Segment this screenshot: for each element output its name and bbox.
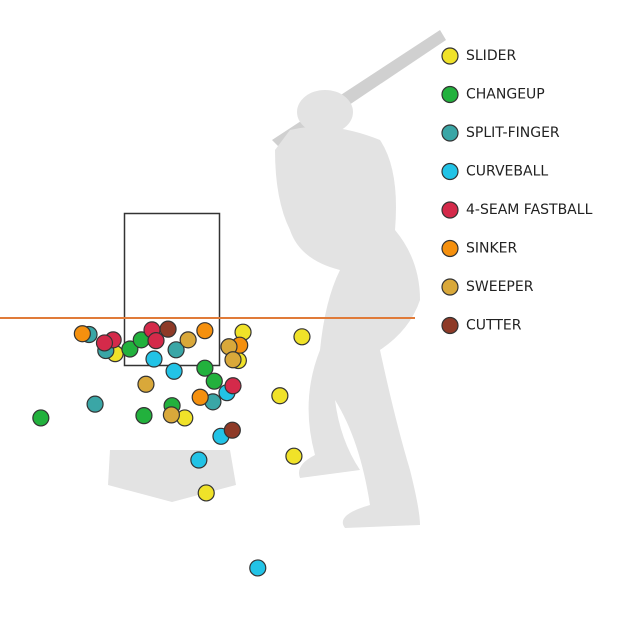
legend-swatch <box>441 239 459 258</box>
pitch <box>73 325 91 343</box>
pitch <box>162 406 181 424</box>
pitch <box>147 332 165 350</box>
pitch <box>167 341 185 359</box>
pitch <box>293 328 311 346</box>
pitch <box>95 334 114 352</box>
legend-swatch <box>441 162 459 181</box>
pitch <box>190 451 208 469</box>
pitch <box>145 350 163 368</box>
pitch <box>197 484 215 502</box>
pitch <box>224 351 242 369</box>
legend-label: CURVEBALL <box>466 164 548 180</box>
pitch <box>165 362 183 380</box>
points <box>32 320 311 577</box>
pitch <box>191 388 209 406</box>
pitch <box>159 320 177 338</box>
pitch <box>196 359 214 377</box>
legend-swatch <box>441 201 459 219</box>
legend: SLIDER CHANGEUP SPLIT-FINGER CURVEBALL 4-SEA… <box>441 47 593 335</box>
legend-label: CUTTER <box>466 318 522 334</box>
pitch <box>86 395 104 413</box>
pitch <box>32 409 50 427</box>
legend-label: CHANGEUP <box>466 87 545 103</box>
legend-swatch <box>441 316 459 335</box>
legend-swatch <box>441 47 459 65</box>
pitch <box>135 407 153 425</box>
pitch <box>121 340 139 358</box>
pitch <box>179 331 197 349</box>
pitch <box>205 372 223 390</box>
pitch <box>223 421 241 439</box>
pitch <box>224 377 242 395</box>
pitch <box>249 559 267 577</box>
legend-swatch <box>441 124 459 142</box>
legend-label: SINKER <box>466 241 518 257</box>
pitch <box>271 387 289 405</box>
legend-label: SPLIT-FINGER <box>466 125 560 141</box>
legend-label: 4-SEAM FASTBALL <box>466 202 593 218</box>
legend-label: SWEEPER <box>466 279 534 295</box>
batter-silhouette <box>108 30 446 529</box>
legend-swatch <box>441 278 459 296</box>
pitch <box>285 447 303 465</box>
pitch <box>196 322 214 340</box>
legend-swatch <box>441 85 459 104</box>
legend-label: SLIDER <box>466 48 516 64</box>
pitch <box>137 375 155 393</box>
